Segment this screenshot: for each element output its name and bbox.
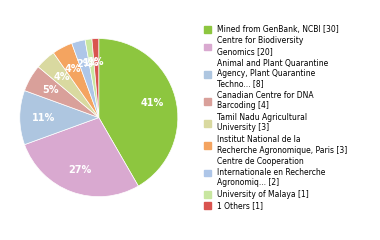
Wedge shape: [54, 43, 99, 118]
Wedge shape: [25, 118, 138, 197]
Text: 27%: 27%: [68, 165, 92, 174]
Text: 11%: 11%: [32, 113, 55, 123]
Wedge shape: [99, 39, 178, 186]
Wedge shape: [25, 67, 99, 118]
Text: 41%: 41%: [141, 98, 164, 108]
Text: 5%: 5%: [43, 85, 59, 95]
Wedge shape: [85, 39, 99, 118]
Wedge shape: [20, 90, 99, 145]
Text: 2%: 2%: [76, 59, 93, 69]
Wedge shape: [72, 40, 99, 118]
Wedge shape: [38, 53, 99, 118]
Legend: Mined from GenBank, NCBI [30], Centre for Biodiversity
Genomics [20], Animal and: Mined from GenBank, NCBI [30], Centre fo…: [201, 23, 350, 213]
Text: 4%: 4%: [53, 72, 70, 82]
Text: 1%: 1%: [88, 57, 105, 67]
Text: 4%: 4%: [65, 64, 81, 73]
Wedge shape: [92, 39, 99, 118]
Text: 1%: 1%: [83, 58, 100, 68]
